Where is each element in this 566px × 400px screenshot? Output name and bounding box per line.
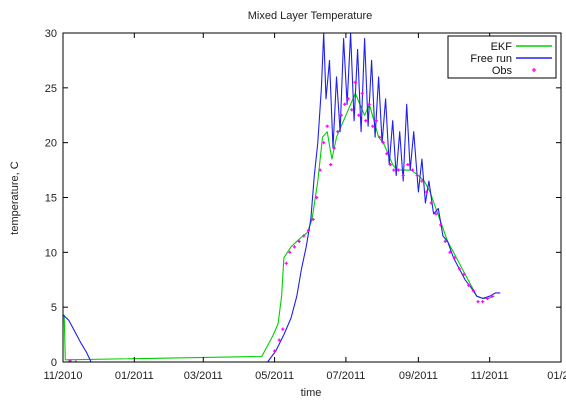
obs-point bbox=[297, 239, 301, 243]
obs-point bbox=[277, 338, 281, 342]
obs-point bbox=[448, 250, 452, 254]
obs-point bbox=[388, 163, 392, 167]
obs-point bbox=[74, 360, 78, 362]
obs-point bbox=[339, 113, 343, 117]
axes: 0 5 10 15 20 25 30 11/2010 01/2011 03/2011 05/2011… bbox=[44, 28, 566, 382]
obs-point bbox=[406, 163, 410, 167]
plot-area bbox=[63, 33, 501, 362]
y-tick-label: 20 bbox=[45, 138, 57, 150]
obs-point bbox=[381, 141, 385, 145]
obs-point bbox=[360, 91, 364, 95]
x-tick-label: 03/2011 bbox=[184, 370, 223, 382]
obs-point bbox=[315, 195, 319, 200]
obs-point bbox=[424, 190, 429, 194]
obs-point bbox=[371, 124, 375, 128]
obs-point bbox=[476, 300, 480, 304]
obs-point bbox=[302, 234, 306, 238]
obs-point bbox=[462, 272, 466, 276]
obs-point bbox=[420, 179, 424, 183]
series-obs bbox=[68, 80, 494, 362]
obs-point bbox=[481, 300, 485, 304]
x-tick-label: 01/20 bbox=[547, 370, 566, 382]
obs-point bbox=[396, 168, 401, 172]
y-tick-label: 30 bbox=[45, 28, 57, 40]
obs-point bbox=[415, 173, 419, 178]
legend-label-free-run: Free run bbox=[470, 53, 512, 65]
series-free-run-line bbox=[63, 33, 501, 362]
obs-point bbox=[429, 201, 433, 205]
obs-point bbox=[438, 223, 443, 227]
obs-point bbox=[485, 296, 489, 300]
x-tick-label: 09/2011 bbox=[399, 370, 438, 382]
obs-point bbox=[385, 152, 389, 156]
legend-box bbox=[447, 35, 557, 79]
obs-point bbox=[453, 256, 457, 260]
obs-point bbox=[443, 239, 447, 243]
x-axis-title: time bbox=[301, 387, 322, 399]
obs-point bbox=[410, 168, 415, 172]
obs-point bbox=[378, 135, 382, 139]
obs-point bbox=[392, 168, 396, 172]
x-tick-label: 07/2011 bbox=[326, 370, 365, 382]
obs-point bbox=[364, 119, 368, 123]
legend-label-obs: Obs bbox=[492, 65, 513, 77]
obs-point bbox=[471, 289, 475, 293]
obs-point bbox=[281, 327, 285, 331]
obs-point bbox=[350, 108, 354, 112]
obs-point bbox=[374, 119, 378, 123]
obs-point bbox=[311, 217, 315, 222]
obs-point bbox=[434, 212, 438, 216]
y-tick-label: 10 bbox=[45, 247, 57, 259]
obs-point bbox=[346, 97, 350, 101]
x-tick-label: 11/2011 bbox=[471, 370, 509, 382]
obs-point bbox=[467, 283, 471, 287]
y-tick-label: 15 bbox=[45, 193, 57, 205]
obs-point bbox=[322, 141, 326, 145]
obs-point bbox=[357, 113, 361, 117]
y-tick-label: 25 bbox=[45, 83, 57, 95]
obs-point bbox=[457, 267, 461, 271]
obs-point bbox=[332, 146, 336, 150]
obs-point bbox=[336, 130, 340, 134]
y-tick-label: 0 bbox=[51, 357, 57, 369]
obs-point bbox=[490, 294, 494, 298]
obs-point bbox=[318, 168, 322, 172]
obs-point bbox=[343, 102, 347, 106]
y-tick-label: 5 bbox=[51, 302, 57, 314]
obs-point bbox=[367, 102, 371, 106]
obs-point bbox=[292, 245, 297, 249]
obs-point bbox=[401, 173, 405, 178]
chart-title: Mixed Layer Temperature bbox=[248, 10, 373, 22]
obs-point bbox=[272, 349, 277, 353]
obs-point bbox=[353, 80, 357, 84]
obs-point bbox=[325, 124, 329, 128]
obs-point bbox=[284, 261, 288, 265]
x-tick-label: 11/2010 bbox=[44, 370, 83, 382]
obs-point bbox=[306, 228, 311, 232]
y-axis-title: temperature, C bbox=[9, 161, 21, 234]
legend-swatch-obs bbox=[532, 68, 536, 72]
obs-point bbox=[288, 250, 292, 254]
x-tick-label: 01/2011 bbox=[115, 370, 154, 382]
x-tick-label: 05/2011 bbox=[255, 370, 294, 382]
legend-label-ekf: EKF bbox=[491, 41, 513, 53]
obs-point bbox=[329, 163, 333, 167]
